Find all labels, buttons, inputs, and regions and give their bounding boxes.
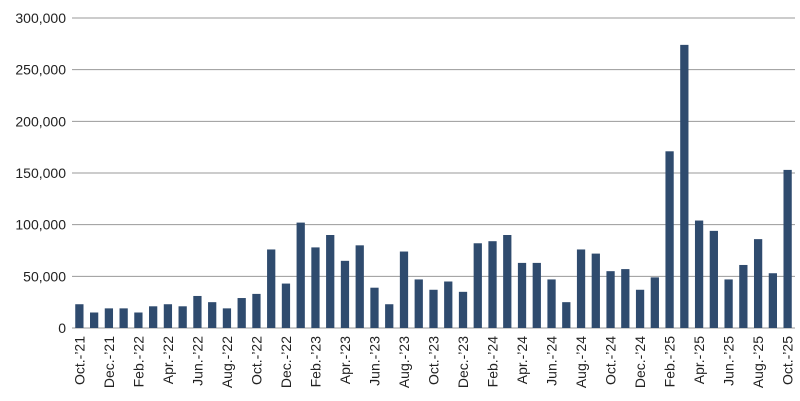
x-tick-label: Feb.-’24 bbox=[485, 336, 501, 388]
bar bbox=[783, 169, 792, 328]
bar bbox=[208, 302, 217, 328]
bar bbox=[178, 306, 187, 328]
bar bbox=[739, 264, 748, 328]
bar bbox=[414, 279, 423, 328]
bar bbox=[621, 269, 630, 328]
bar bbox=[267, 249, 276, 328]
x-tick-label: Dec.-’21 bbox=[101, 336, 117, 388]
x-tick-label: Apr.-’23 bbox=[337, 336, 353, 384]
bar bbox=[193, 295, 202, 328]
bar bbox=[532, 262, 541, 328]
x-tick-label: Dec.-’23 bbox=[455, 336, 471, 388]
bar bbox=[149, 306, 158, 328]
bar bbox=[75, 304, 84, 328]
bar bbox=[281, 283, 291, 328]
bar bbox=[665, 151, 674, 328]
bar bbox=[134, 312, 143, 328]
x-tick-label: Aug.-’25 bbox=[750, 336, 766, 388]
bar bbox=[399, 251, 409, 328]
y-tick-label: 250,000 bbox=[15, 62, 66, 78]
x-tick-label: Jun.-’22 bbox=[189, 336, 205, 386]
x-tick-label: Aug.-’24 bbox=[573, 336, 589, 388]
bar bbox=[724, 279, 733, 328]
bar bbox=[252, 293, 261, 328]
bar bbox=[680, 44, 689, 328]
bar bbox=[562, 302, 571, 328]
y-tick-label: 300,000 bbox=[15, 10, 66, 26]
x-tick-label: Jun.-’24 bbox=[544, 336, 560, 386]
bar bbox=[488, 241, 497, 328]
bar bbox=[104, 308, 114, 328]
x-tick-label: Oct.-’24 bbox=[603, 336, 619, 385]
bar bbox=[90, 312, 99, 328]
bar bbox=[547, 279, 556, 328]
bar bbox=[119, 308, 128, 328]
x-tick-label: Dec.-’22 bbox=[278, 336, 294, 388]
bar bbox=[473, 243, 482, 328]
bar bbox=[237, 298, 246, 328]
bar bbox=[163, 304, 173, 328]
x-tick-label: Oct.-’25 bbox=[780, 336, 796, 385]
x-tick-label: Feb.-’22 bbox=[130, 336, 146, 388]
bar bbox=[591, 253, 600, 328]
bar bbox=[311, 247, 320, 328]
bar bbox=[296, 222, 305, 328]
y-tick-label: 200,000 bbox=[15, 113, 66, 129]
bar bbox=[385, 304, 394, 328]
bar bbox=[606, 271, 615, 328]
x-tick-label: Aug.-’23 bbox=[396, 336, 412, 388]
x-tick-label: Oct.-’21 bbox=[71, 336, 87, 385]
x-tick-label: Jun.-’23 bbox=[366, 336, 382, 386]
x-tick-label: Apr.-’25 bbox=[691, 336, 707, 384]
bar bbox=[709, 230, 718, 328]
bar bbox=[753, 239, 763, 328]
bar bbox=[222, 308, 232, 328]
bar bbox=[650, 277, 659, 328]
x-tick-label: Feb.-’25 bbox=[662, 336, 678, 388]
y-tick-label: 50,000 bbox=[23, 268, 66, 284]
x-tick-label: Apr.-’24 bbox=[514, 336, 530, 384]
x-tick-label: Feb.-’23 bbox=[307, 336, 323, 388]
bar bbox=[355, 245, 364, 328]
x-tick-label: Aug.-’22 bbox=[219, 336, 235, 388]
bar bbox=[458, 291, 468, 328]
y-tick-label: 150,000 bbox=[15, 165, 66, 181]
bar bbox=[694, 220, 704, 328]
bar bbox=[429, 289, 438, 328]
bar bbox=[340, 260, 350, 328]
bar bbox=[768, 273, 777, 328]
x-tick-label: Apr.-’22 bbox=[160, 336, 176, 384]
x-tick-label: Dec.-’24 bbox=[632, 336, 648, 388]
bar bbox=[444, 281, 453, 328]
y-tick-label: 0 bbox=[58, 320, 66, 336]
x-tick-label: Oct.-’23 bbox=[426, 336, 442, 385]
bar bbox=[576, 249, 586, 328]
y-tick-label: 100,000 bbox=[15, 217, 66, 233]
bar bbox=[517, 262, 527, 328]
bar bbox=[370, 287, 379, 328]
bar bbox=[326, 235, 335, 328]
x-tick-label: Jun.-’25 bbox=[721, 336, 737, 386]
bar bbox=[635, 289, 645, 328]
bar bbox=[503, 235, 512, 328]
x-tick-label: Oct.-’22 bbox=[248, 336, 264, 385]
